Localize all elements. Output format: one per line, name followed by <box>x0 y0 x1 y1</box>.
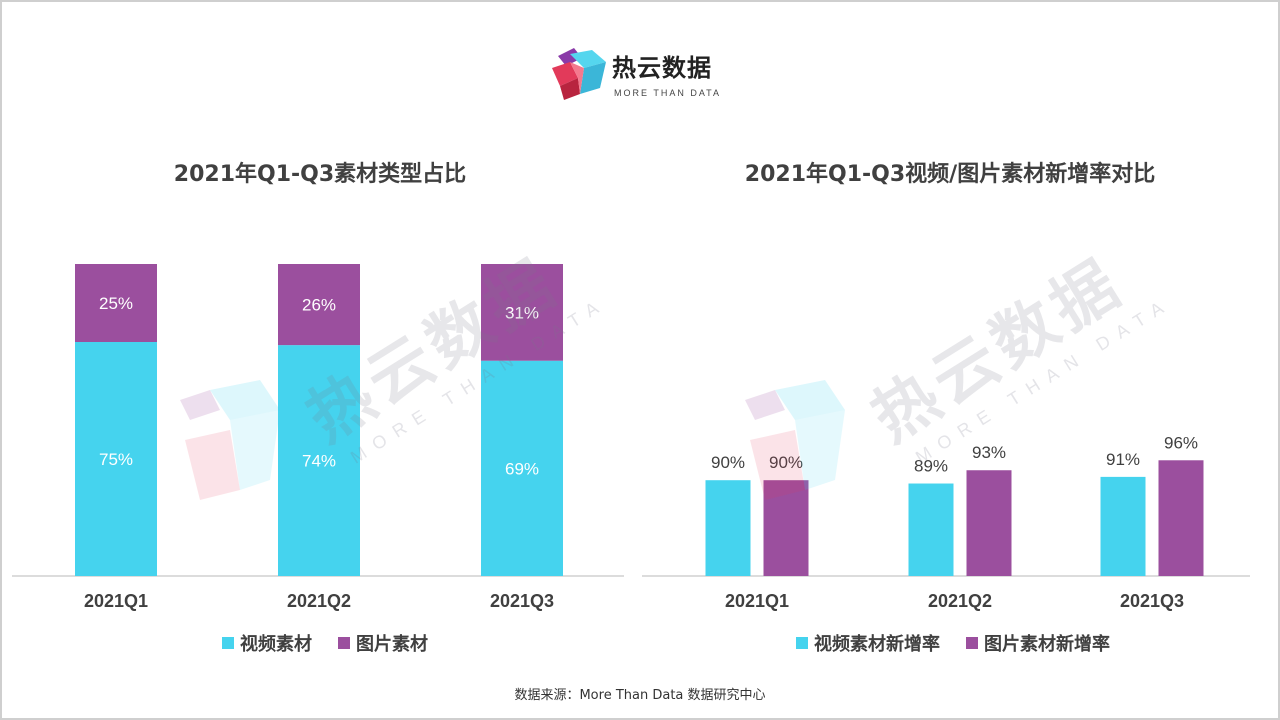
brand-tagline: MORE THAN DATA <box>614 88 722 98</box>
bar-video-growth-2021Q1 <box>705 480 751 576</box>
bar-image-2021Q3 <box>481 264 563 361</box>
chart-right-legend: 视频素材新增率 图片素材新增率 <box>796 630 1110 656</box>
chart-left-legend: 视频素材 图片素材 <box>222 630 428 656</box>
data-label: 93% <box>972 443 1006 462</box>
legend-item-image: 图片素材 <box>338 630 428 656</box>
x-tick-label: 2021Q2 <box>928 591 992 611</box>
legend-swatch-image <box>338 637 350 649</box>
bar-image-growth-2021Q3 <box>1158 460 1204 576</box>
legend-item-video: 视频素材 <box>222 630 312 656</box>
bar-image-growth-2021Q2 <box>966 470 1012 576</box>
data-label: 69% <box>505 459 539 478</box>
bar-video-2021Q3 <box>481 360 563 576</box>
x-tick-label: 2021Q1 <box>725 591 789 611</box>
data-label: 90% <box>769 453 803 472</box>
legend-swatch-image-growth <box>966 637 978 649</box>
bar-video-growth-2021Q2 <box>908 483 954 576</box>
legend-label-image: 图片素材 <box>356 634 428 655</box>
x-tick-label: 2021Q1 <box>84 591 148 611</box>
chart-right-svg: 90% 90% 2021Q1 89% 93% 2021Q2 91% 96% 2021Q3 <box>642 433 1250 611</box>
data-label: 96% <box>1164 433 1198 452</box>
x-tick-label: 2021Q3 <box>490 591 554 611</box>
data-label: 91% <box>1106 450 1140 469</box>
legend-swatch-video <box>222 637 234 649</box>
chart-left-title: 2021年Q1-Q3素材类型占比 <box>173 162 467 187</box>
brand-name: 热云数据 <box>612 54 712 82</box>
data-label: 31% <box>505 303 539 322</box>
data-label: 90% <box>711 453 745 472</box>
legend-swatch-video-growth <box>796 637 808 649</box>
data-label: 25% <box>99 294 133 313</box>
bar-image-2021Q2 <box>278 264 360 346</box>
data-label: 89% <box>914 457 948 476</box>
chart-left-svg: 75% 25% 2021Q1 74% 26% 2021Q2 69% 31% 2021Q3 <box>12 264 624 611</box>
legend-item-image-growth: 图片素材新增率 <box>966 630 1110 656</box>
cube-logo-icon <box>552 48 606 100</box>
brand-logo: 热云数据 MORE THAN DATA <box>548 44 738 104</box>
bar-video-2021Q2 <box>278 345 360 576</box>
data-label: 75% <box>99 450 133 469</box>
bar-video-2021Q1 <box>75 342 157 576</box>
bar-video-growth-2021Q3 <box>1100 476 1146 576</box>
data-label: 26% <box>302 296 336 315</box>
bar-image-2021Q1 <box>75 264 157 342</box>
legend-item-video-growth: 视频素材新增率 <box>796 630 940 656</box>
chart-right-title: 2021年Q1-Q3视频/图片素材新增率对比 <box>744 162 1156 187</box>
legend-label-video-growth: 视频素材新增率 <box>814 634 940 655</box>
legend-label-video: 视频素材 <box>240 634 312 655</box>
data-label: 74% <box>302 452 336 471</box>
data-source-note: 数据来源：More Than Data 数据研究中心 <box>514 688 766 703</box>
x-tick-label: 2021Q2 <box>287 591 351 611</box>
bar-image-growth-2021Q1 <box>763 480 809 576</box>
legend-label-image-growth: 图片素材新增率 <box>984 634 1110 655</box>
x-tick-label: 2021Q3 <box>1120 591 1184 611</box>
